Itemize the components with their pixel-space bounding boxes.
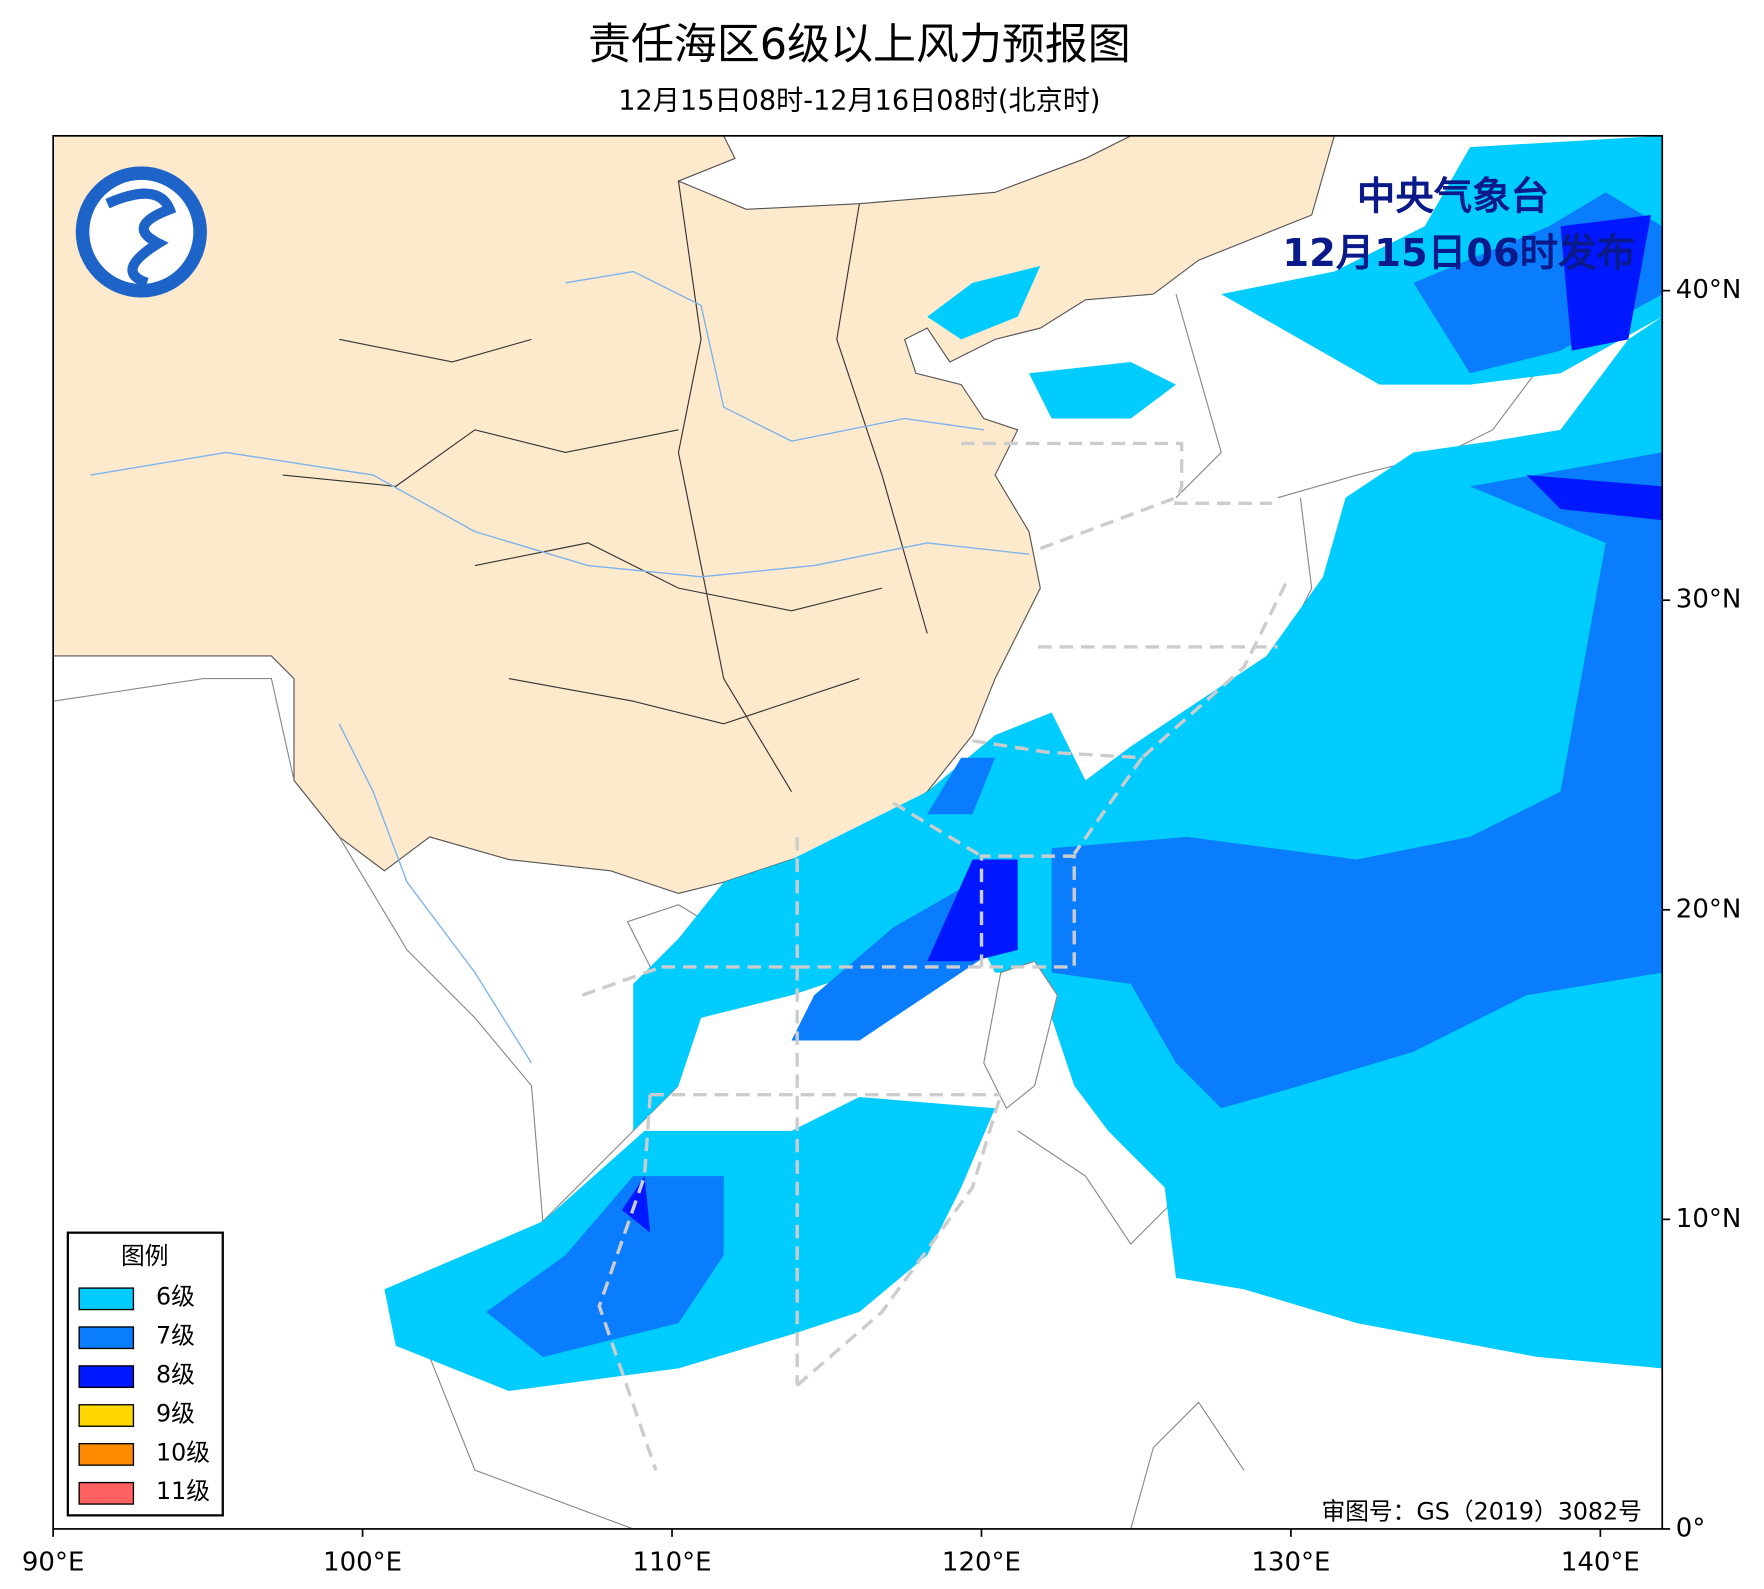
philippines: [983, 960, 1058, 1110]
map-frame: [52, 134, 1664, 1530]
x-tick-label: 90°E: [22, 1547, 85, 1577]
x-tick-label: 140°E: [1561, 1547, 1640, 1577]
zone-boundaries: [581, 441, 1291, 1471]
legend-swatch: [78, 1287, 135, 1311]
wind-area: [1051, 452, 1663, 1109]
legend-swatch: [78, 1326, 135, 1350]
wind-area: [791, 882, 996, 1041]
x-tick-label: 110°E: [632, 1547, 711, 1577]
approval-number: 审图号：GS（2019）3082号: [1321, 1498, 1641, 1526]
legend-label: 8级: [156, 1361, 195, 1389]
wind-area: [927, 757, 996, 815]
wind-area: [1526, 475, 1663, 521]
rivers: [90, 270, 1030, 1064]
legend-label: 9级: [156, 1399, 195, 1427]
y-tick-label: 0°: [1676, 1513, 1706, 1543]
issue-time: 12月15日06时发布: [1282, 231, 1635, 276]
legend-swatch: [78, 1442, 135, 1466]
x-tick-label: 100°E: [323, 1547, 402, 1577]
issuer-name: 中央气象台: [1357, 175, 1549, 220]
legend-label: 7级: [156, 1322, 195, 1350]
province-borders: [282, 180, 928, 792]
y-tick-label: 20°N: [1676, 894, 1742, 924]
legend-label: 11级: [156, 1477, 210, 1505]
wind-area: [927, 859, 1018, 962]
subtitle: 12月15日08时-12月16日08时(北京时): [618, 85, 1100, 116]
legend: 图例 6级 7级 8级 9级 10级 11级: [66, 1231, 224, 1517]
legend-swatch: [78, 1481, 135, 1505]
y-tick-label: 10°N: [1676, 1204, 1742, 1234]
x-tick-label: 120°E: [942, 1547, 1021, 1577]
x-tick-label: 130°E: [1251, 1547, 1330, 1577]
legend-label: 10级: [156, 1438, 210, 1466]
legend-title: 图例: [121, 1242, 168, 1270]
map-area: [53, 135, 1663, 1529]
logo-mark: [105, 188, 177, 288]
legend-swatch: [78, 1404, 135, 1427]
china-land: [53, 135, 1335, 895]
wind-area: [927, 265, 1041, 340]
wind-area: [1029, 361, 1176, 419]
title: 责任海区6级以上风力预报图: [588, 20, 1131, 70]
legend-label: 6级: [156, 1283, 195, 1311]
wind-area: [486, 1176, 724, 1358]
wind-area: [1560, 214, 1651, 351]
legend-swatch: [78, 1365, 135, 1389]
y-tick-label: 30°N: [1676, 585, 1742, 615]
y-tick-label: 40°N: [1676, 275, 1742, 305]
